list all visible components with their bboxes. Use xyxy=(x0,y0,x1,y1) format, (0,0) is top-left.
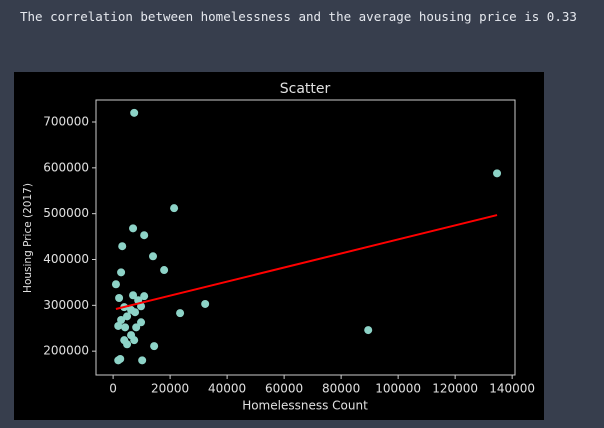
point xyxy=(140,231,149,240)
point xyxy=(114,321,123,330)
x-tick-label: 80000 xyxy=(322,382,360,396)
point xyxy=(364,326,373,335)
axes-frame xyxy=(95,99,516,376)
y-axis-label: Housing Price (2017) xyxy=(22,183,34,293)
point xyxy=(201,299,210,308)
y-tick-label: 600000 xyxy=(43,160,89,174)
point xyxy=(138,356,147,365)
point xyxy=(129,291,138,300)
point xyxy=(129,224,138,233)
point xyxy=(130,108,139,117)
point xyxy=(111,280,120,289)
point xyxy=(131,308,140,317)
y-tick-label: 500000 xyxy=(43,206,89,220)
point xyxy=(115,294,124,302)
point xyxy=(132,323,141,332)
x-tick-label: 100000 xyxy=(375,382,421,396)
x-tick-label: 0 xyxy=(109,382,117,396)
fit-line xyxy=(115,214,498,310)
point xyxy=(150,342,159,351)
point xyxy=(118,242,127,251)
point xyxy=(123,312,132,321)
point xyxy=(140,292,149,301)
x-tick-label: 20000 xyxy=(151,382,189,396)
figure-background xyxy=(14,72,544,420)
point xyxy=(123,340,132,349)
point xyxy=(137,318,146,327)
x-tick-label: 140000 xyxy=(489,382,535,396)
output-text: The correlation between homelessness and… xyxy=(20,9,577,24)
y-tick-label: 700000 xyxy=(43,115,89,129)
point xyxy=(114,356,123,365)
y-tick-label: 300000 xyxy=(43,298,89,312)
x-tick-label: 60000 xyxy=(265,382,303,396)
point xyxy=(149,252,158,261)
y-tick-label: 200000 xyxy=(43,344,89,358)
point xyxy=(117,316,126,324)
point xyxy=(117,268,126,277)
chart-title: Scatter xyxy=(280,81,331,97)
x-tick-label: 120000 xyxy=(432,382,478,396)
point xyxy=(176,309,185,318)
y-tick-label: 400000 xyxy=(43,252,89,266)
x-axis-label: Homelessness Count xyxy=(242,399,368,413)
point xyxy=(160,266,169,275)
chart: Scatter Homelessness Count Housing Price… xyxy=(14,72,544,420)
point xyxy=(121,323,130,332)
point xyxy=(170,204,179,213)
point xyxy=(130,336,139,345)
point xyxy=(493,169,502,178)
x-tick-label: 40000 xyxy=(208,382,246,396)
